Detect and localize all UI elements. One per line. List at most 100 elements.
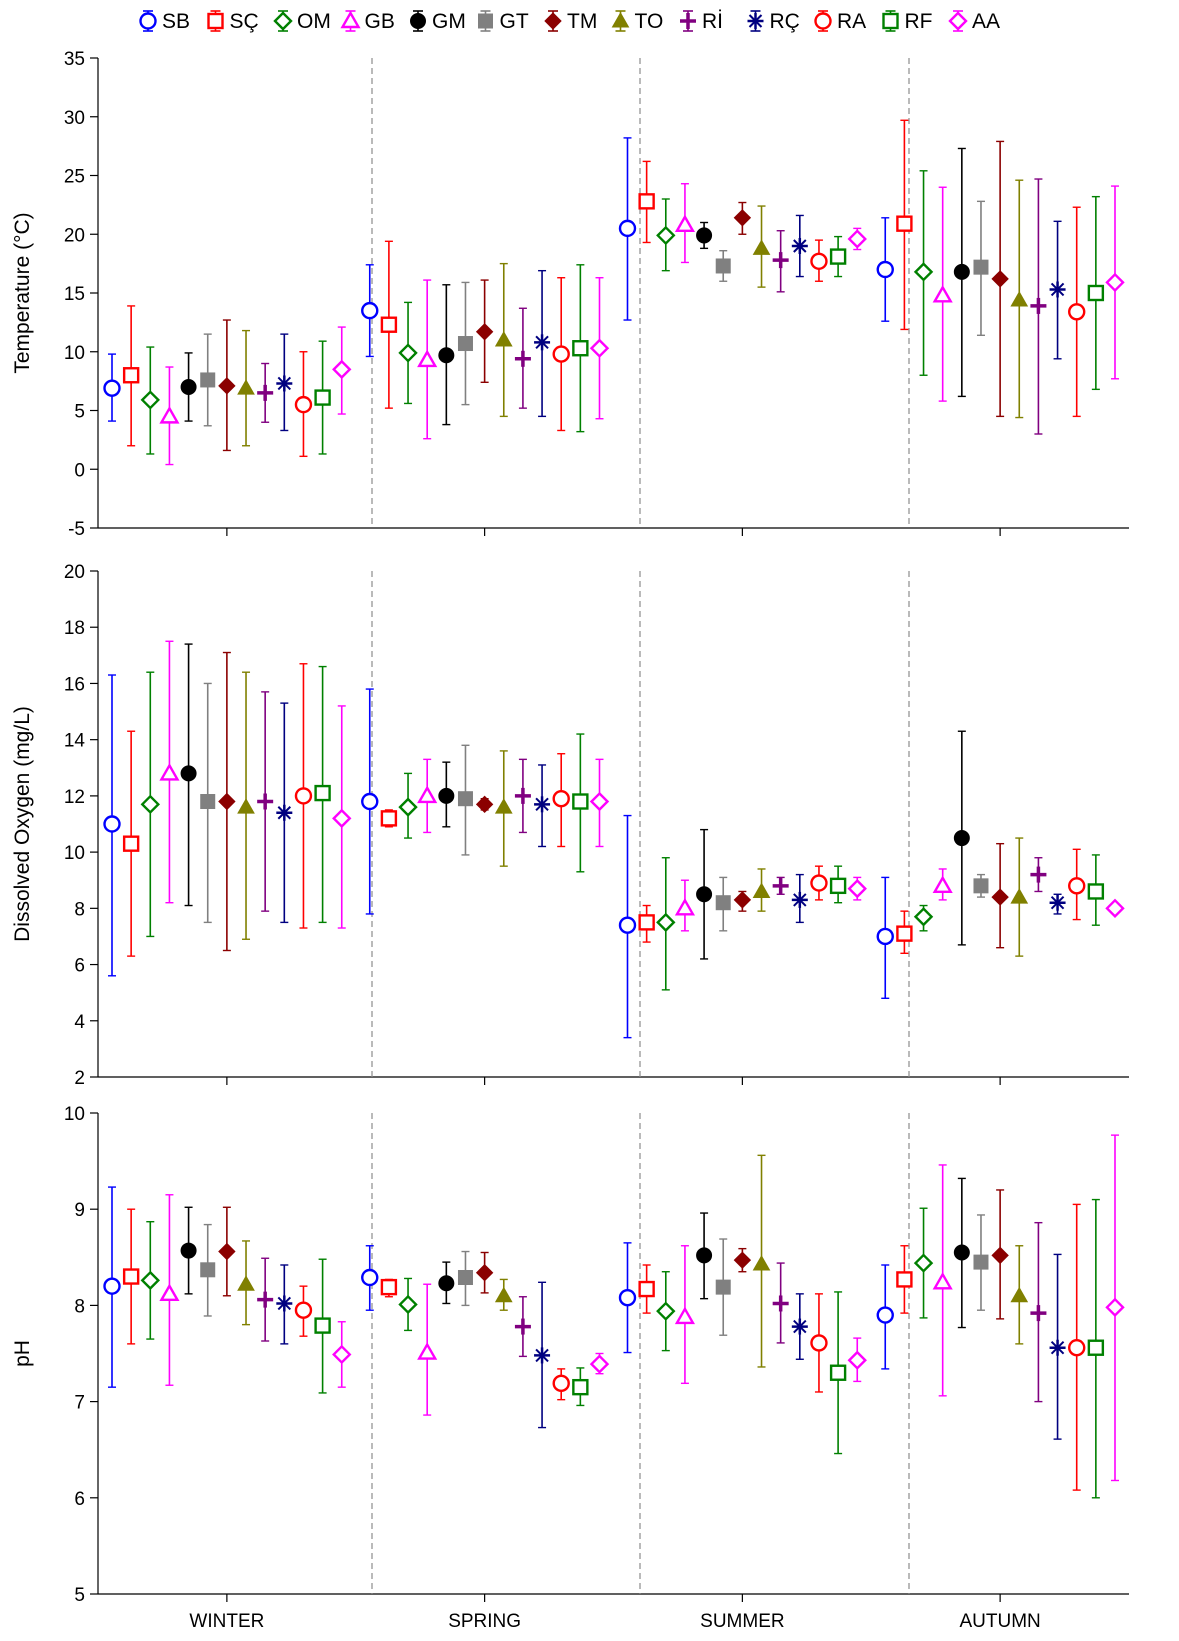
point-marker: [913, 262, 934, 282]
data-point: [953, 147, 970, 398]
data-point: [218, 651, 236, 952]
y-tick-label: 20: [64, 562, 85, 583]
data-point: [1087, 854, 1105, 926]
point-marker: [294, 1301, 313, 1319]
point-marker: [380, 1278, 398, 1296]
data-point: [294, 1285, 313, 1337]
data-point: [733, 890, 752, 912]
point-marker: [674, 1306, 696, 1325]
data-point: [380, 240, 398, 409]
point-marker: [494, 798, 513, 814]
data-point: [876, 1264, 894, 1370]
data-point: [618, 814, 637, 1039]
point-marker: [752, 882, 771, 898]
legend-marker-ri: [680, 13, 696, 29]
series-ra: [294, 1203, 1086, 1491]
y-tick-label: 30: [64, 108, 85, 129]
series-rf: [314, 1198, 1105, 1499]
legend-marker-to: [611, 11, 630, 28]
series-tm: [218, 651, 1009, 952]
point-marker: [696, 227, 713, 244]
data-point: [715, 249, 731, 282]
data-point: [180, 1206, 197, 1295]
data-point: [257, 691, 274, 912]
point-marker: [237, 379, 255, 395]
point-marker: [656, 225, 676, 246]
point-marker: [913, 1253, 934, 1273]
data-point: [314, 340, 331, 455]
point-marker: [457, 1270, 473, 1286]
data-point: [953, 730, 970, 946]
point-marker: [572, 793, 589, 810]
data-point: [276, 333, 293, 432]
data-point: [159, 1194, 180, 1386]
data-point: [913, 170, 934, 376]
data-point: [656, 1271, 676, 1352]
data-point: [218, 1206, 236, 1297]
legend-label: Rİ: [702, 10, 723, 33]
data-point: [438, 1261, 455, 1305]
point-marker: [122, 1268, 140, 1285]
point-marker: [618, 1289, 637, 1307]
data-point: [1030, 1221, 1047, 1403]
x-category-label-autumn: AUTUMN: [959, 1611, 1040, 1632]
series-gb: [159, 1164, 953, 1416]
data-point: [572, 264, 589, 433]
point-marker: [237, 798, 255, 814]
legend-marker-sb: [139, 12, 157, 30]
series-sc: [122, 119, 913, 447]
point-marker: [674, 897, 696, 916]
point-marker: [618, 219, 637, 238]
point-marker: [200, 1262, 216, 1278]
data-point: [810, 865, 828, 901]
data-point: [1010, 1245, 1029, 1345]
series-ri: [257, 1221, 1047, 1403]
data-point: [103, 1186, 121, 1388]
legend-label: RA: [837, 10, 866, 33]
data-point: [876, 217, 894, 322]
point-marker: [257, 384, 274, 401]
point-marker: [294, 395, 313, 414]
data-point: [829, 1291, 847, 1455]
y-tick-label: 9: [74, 1200, 85, 1221]
point-marker: [314, 784, 331, 802]
data-point: [218, 319, 236, 452]
y-tick-label: -5: [68, 519, 85, 540]
point-marker: [847, 878, 867, 899]
point-marker: [180, 1242, 197, 1259]
panel-1: -5 0 5 10 15 20 25 30 35 Temperature (°C): [11, 49, 1129, 540]
point-marker: [1010, 291, 1029, 307]
y-tick-label: 20: [64, 225, 85, 246]
point-marker: [715, 258, 731, 274]
data-point: [475, 279, 494, 383]
data-point: [696, 221, 713, 250]
point-marker: [514, 1318, 531, 1335]
point-marker: [475, 323, 494, 341]
data-point: [361, 1245, 379, 1311]
point-marker: [589, 1354, 610, 1374]
point-marker: [361, 301, 379, 320]
y-tick-label: 5: [74, 402, 85, 423]
series-sb: [103, 674, 894, 1039]
data-point: [847, 227, 867, 251]
point-marker: [475, 795, 494, 814]
x-category-label-winter: WINTER: [189, 1611, 264, 1632]
y-tick-label: 2: [74, 1068, 85, 1089]
legend-marker-om: [273, 11, 293, 31]
legend-label: TM: [567, 10, 597, 33]
data-point: [1105, 185, 1125, 380]
point-marker: [953, 263, 970, 280]
point-marker: [1049, 1339, 1066, 1356]
data-point: [1105, 898, 1125, 919]
point-marker: [829, 877, 847, 895]
point-marker: [1087, 883, 1105, 900]
point-marker: [913, 907, 934, 927]
point-marker: [674, 214, 696, 233]
point-marker: [847, 229, 867, 249]
point-marker: [103, 379, 121, 397]
point-marker: [457, 791, 473, 807]
y-tick-label: 8: [74, 1296, 85, 1317]
point-marker: [200, 372, 216, 388]
point-marker: [140, 1270, 160, 1291]
data-point: [494, 750, 513, 867]
